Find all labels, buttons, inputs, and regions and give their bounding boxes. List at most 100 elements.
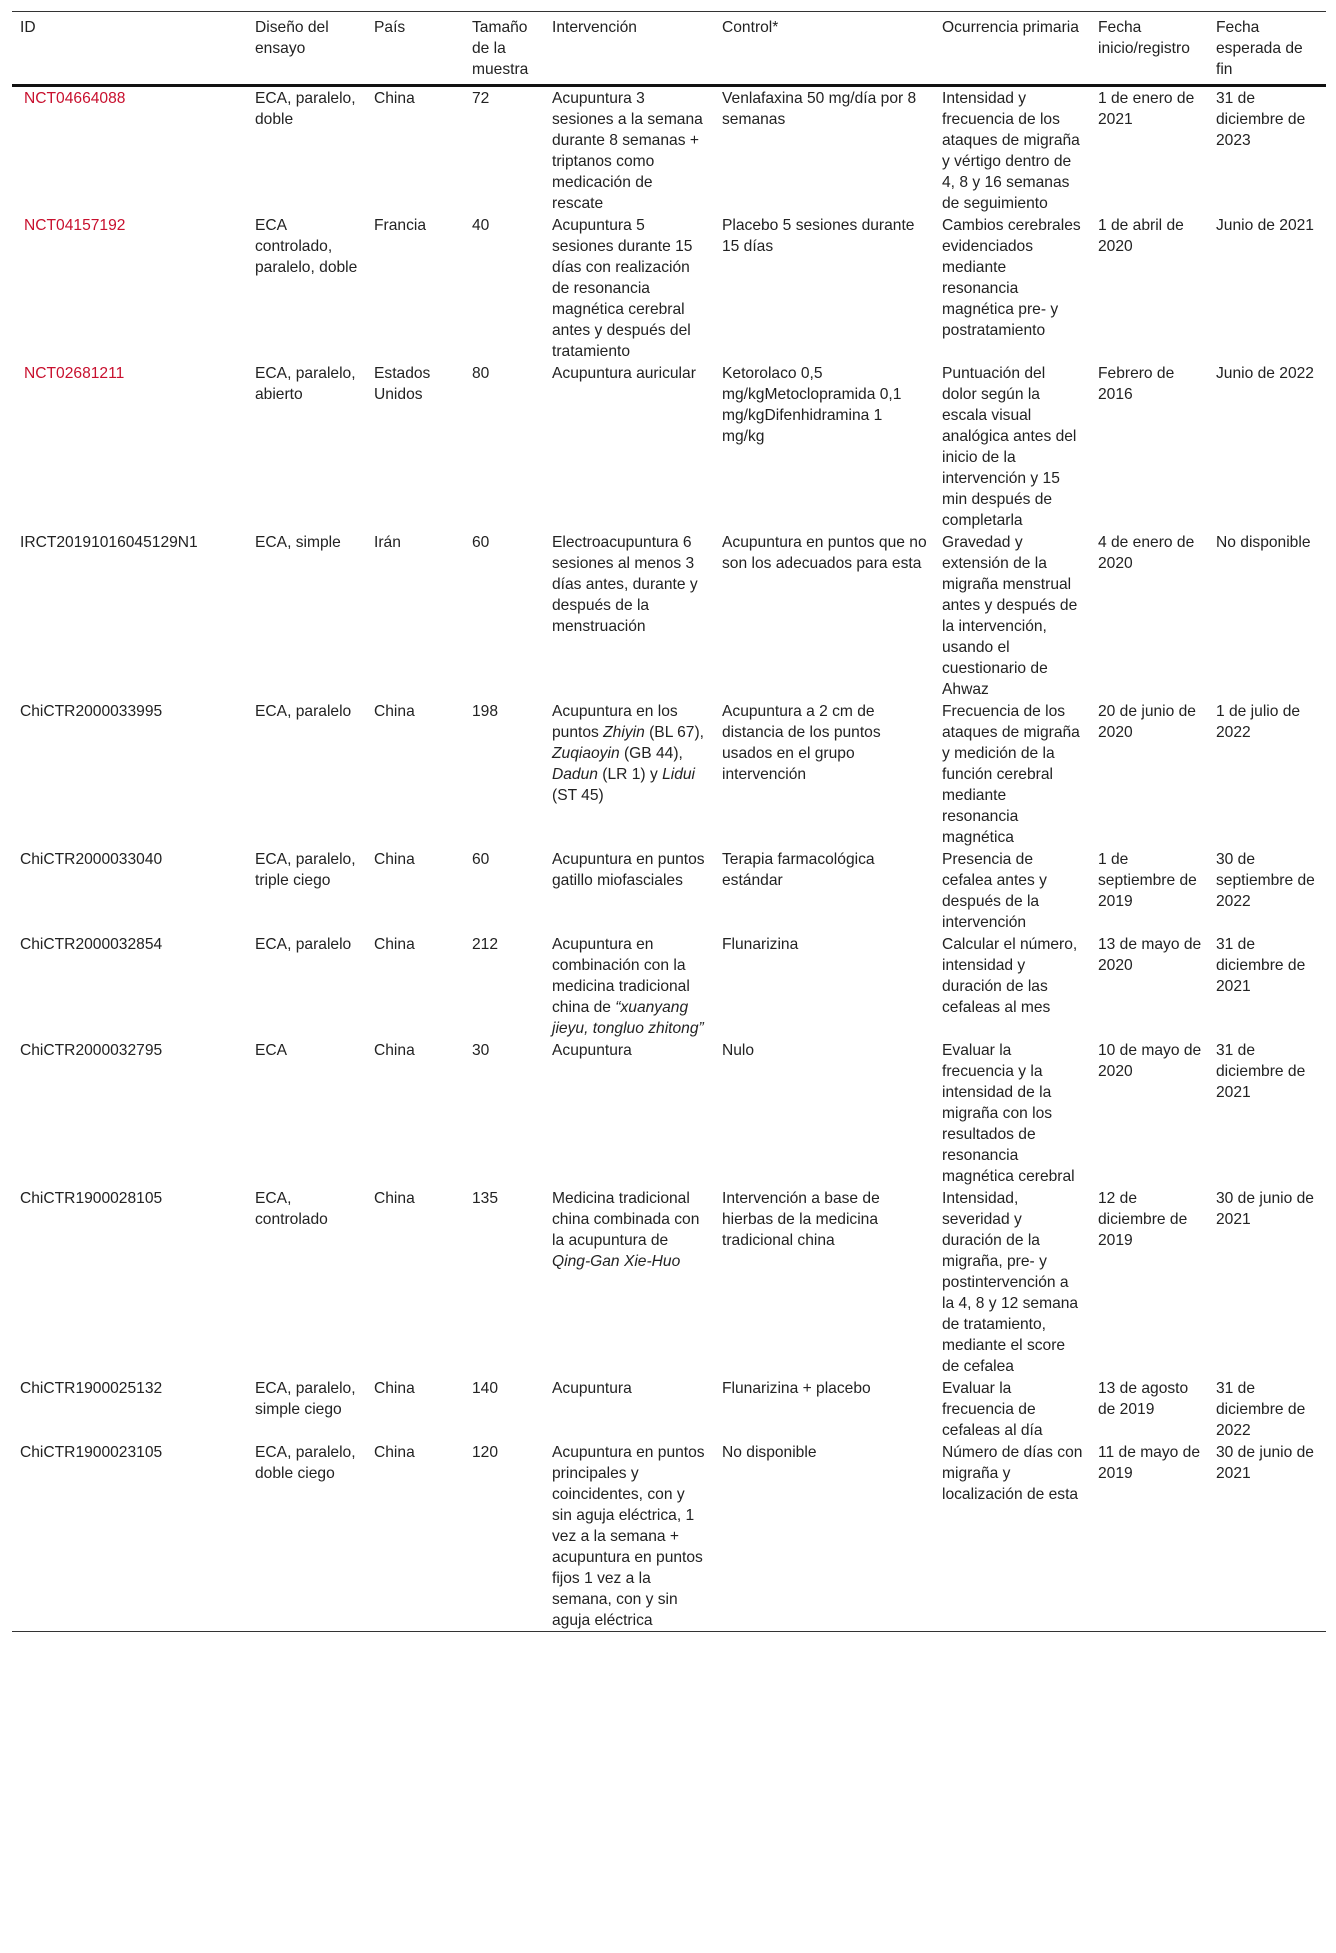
- cell-outcome: Intensidad, severidad y duración de la m…: [942, 1190, 1079, 1375]
- cell-end: 31 de diciembre de 2023: [1216, 90, 1306, 149]
- cell-end: Junio de 2022: [1216, 365, 1314, 382]
- text-segment: Electroacupuntura 6 sesiones al menos 3 …: [552, 534, 698, 635]
- cell-size: 80: [472, 365, 490, 382]
- cell-start: 11 de mayo de 2019: [1098, 1444, 1201, 1482]
- cell-intervention: Acupuntura en puntos gatillo miofasciale…: [544, 848, 714, 933]
- cell-design: ECA, paralelo, doble ciego: [255, 1444, 356, 1482]
- cell-intervention: Acupuntura 5 sesiones durante 15 días co…: [544, 214, 714, 362]
- text-segment: (BL 67),: [644, 724, 704, 741]
- cell-id: ChiCTR1900028105: [20, 1190, 163, 1207]
- cell-design: ECA, paralelo, simple ciego: [255, 1380, 356, 1418]
- cell-end: 31 de diciembre de 2022: [1216, 1380, 1306, 1439]
- cell-country: China: [374, 1042, 415, 1059]
- cell-design: ECA, paralelo, abierto: [255, 365, 356, 403]
- column-header-design: Diseño del ensayo: [255, 19, 329, 57]
- table-row: ChiCTR2000032795 ECA China 30 Acupuntura Nulo…: [12, 1039, 1326, 1187]
- cell-outcome: Gravedad y extensión de la migraña menst…: [942, 534, 1078, 698]
- italic-term: Dadun: [552, 766, 598, 783]
- cell-start: 1 de septiembre de 2019: [1098, 851, 1197, 910]
- cell-start: Febrero de 2016: [1098, 365, 1175, 403]
- cell-intervention: Acupuntura: [544, 1039, 714, 1187]
- text-segment: Acupuntura auricular: [552, 365, 696, 382]
- text-segment: (LR 1) y: [597, 766, 663, 783]
- cell-id: ChiCTR2000033040: [20, 851, 163, 868]
- cell-start: 1 de enero de 2021: [1098, 90, 1195, 128]
- cell-control: Flunarizina: [722, 936, 799, 953]
- cell-outcome: Evaluar la frecuencia de cefaleas al día: [942, 1380, 1043, 1439]
- table-row: ChiCTR1900028105 ECA, controlado China 135 M…: [12, 1187, 1326, 1377]
- column-header-control: Control*: [722, 19, 779, 36]
- cell-intervention: Acupuntura: [544, 1377, 714, 1441]
- column-header-outcome: Ocurrencia primaria: [942, 19, 1079, 36]
- text-segment: Acupuntura 3 sesiones a la semana durant…: [552, 90, 703, 212]
- cell-size: 198: [472, 703, 499, 720]
- cell-country: China: [374, 1190, 415, 1207]
- cell-id: ChiCTR2000032795: [20, 1042, 163, 1059]
- cell-intervention: Acupuntura en puntos principales y coinc…: [544, 1441, 714, 1632]
- cell-control: Nulo: [722, 1042, 755, 1059]
- cell-design: ECA, simple: [255, 534, 341, 551]
- cell-country: China: [374, 1380, 415, 1397]
- cell-intervention: Acupuntura auricular: [544, 362, 714, 531]
- text-segment: (GB 44),: [619, 745, 683, 762]
- cell-control: Intervención a base de hierbas de la med…: [722, 1190, 880, 1249]
- table-row: ChiCTR1900025132 ECA, paralelo, simple ci…: [12, 1377, 1326, 1441]
- italic-term: Qing-Gan Xie-Huo: [552, 1253, 681, 1270]
- cell-control: Placebo 5 sesiones durante 15 días: [722, 217, 915, 255]
- cell-outcome: Cambios cerebrales evidenciados mediante…: [942, 217, 1081, 339]
- cell-country: Irán: [374, 534, 401, 551]
- cell-start: 4 de enero de 2020: [1098, 534, 1195, 572]
- cell-size: 135: [472, 1190, 499, 1207]
- cell-id: ChiCTR1900023105: [20, 1444, 163, 1461]
- cell-control: Venlafaxina 50 mg/día por 8 semanas: [722, 90, 917, 128]
- cell-design: ECA, paralelo, doble: [255, 90, 356, 128]
- table-row: ChiCTR2000032854 ECA, paralelo China 212 Acu…: [12, 933, 1326, 1039]
- trial-id-link[interactable]: NCT04664088: [24, 90, 126, 107]
- cell-end: 30 de septiembre de 2022: [1216, 851, 1315, 910]
- text-segment: Acupuntura en combinación con la medicin…: [552, 936, 690, 1016]
- table-row: IRCT20191016045129N1 ECA, simple Irán 60 Ele…: [12, 531, 1326, 700]
- cell-id: NCT02681211: [12, 362, 247, 531]
- table-body: NCT04664088 ECA, paralelo, doble China 72 Ac…: [12, 86, 1326, 1632]
- text-segment: (ST 45): [552, 787, 604, 804]
- cell-id: ChiCTR1900025132: [20, 1380, 163, 1397]
- cell-size: 30: [472, 1042, 490, 1059]
- cell-end: 31 de diciembre de 2021: [1216, 936, 1306, 995]
- cell-outcome: Calcular el número, intensidad y duració…: [942, 936, 1078, 1016]
- trial-id-link[interactable]: NCT02681211: [24, 365, 125, 382]
- column-header-size: Tamaño de la muestra: [472, 19, 529, 78]
- cell-control: Acupuntura en puntos que no son los adec…: [722, 534, 927, 572]
- text-segment: Acupuntura en los puntos: [552, 703, 678, 741]
- cell-outcome: Puntuación del dolor según la escala vis…: [942, 365, 1077, 529]
- cell-outcome: Intensidad y frecuencia de los ataques d…: [942, 90, 1080, 212]
- column-header-start: Fecha inicio/registro: [1098, 19, 1190, 57]
- cell-country: China: [374, 936, 415, 953]
- cell-country: China: [374, 1444, 415, 1461]
- cell-outcome: Frecuencia de los ataques de migraña y m…: [942, 703, 1080, 846]
- cell-design: ECA, paralelo: [255, 703, 352, 720]
- cell-start: 13 de agosto de 2019: [1098, 1380, 1189, 1418]
- cell-id: ChiCTR2000033995: [20, 703, 163, 720]
- cell-end: 1 de julio de 2022: [1216, 703, 1301, 741]
- cell-control: Acupuntura a 2 cm de distancia de los pu…: [722, 703, 881, 783]
- cell-design: ECA, paralelo, triple ciego: [255, 851, 356, 889]
- cell-outcome: Evaluar la frecuencia y la intensidad de…: [942, 1042, 1075, 1185]
- cell-country: Estados Unidos: [374, 365, 431, 403]
- clinical-trials-table: ID Diseño del ensayo País Tamaño de la mues…: [12, 11, 1326, 1632]
- cell-start: 20 de junio de 2020: [1098, 703, 1196, 741]
- table-row: ChiCTR2000033040 ECA, paralelo, triple ci…: [12, 848, 1326, 933]
- trial-id-link[interactable]: NCT04157192: [24, 217, 126, 234]
- table-row: ChiCTR1900023105 ECA, paralelo, doble cie…: [12, 1441, 1326, 1632]
- cell-country: China: [374, 851, 415, 868]
- cell-start: 1 de abril de 2020: [1098, 217, 1184, 255]
- cell-country: China: [374, 703, 415, 720]
- italic-term: “xuanyang jieyu, tongluo zhitong”: [552, 999, 704, 1037]
- cell-id: NCT04664088: [12, 86, 247, 215]
- table-row: NCT02681211 ECA, paralelo, abierto Estados…: [12, 362, 1326, 531]
- cell-intervention: Acupuntura en combinación con la medicin…: [544, 933, 714, 1039]
- text-segment: Acupuntura: [552, 1380, 632, 1397]
- cell-size: 40: [472, 217, 490, 234]
- table-row: ChiCTR2000033995 ECA, paralelo China 198 Acu…: [12, 700, 1326, 848]
- italic-term: Zhiyin: [603, 724, 645, 741]
- cell-id: NCT04157192: [12, 214, 247, 362]
